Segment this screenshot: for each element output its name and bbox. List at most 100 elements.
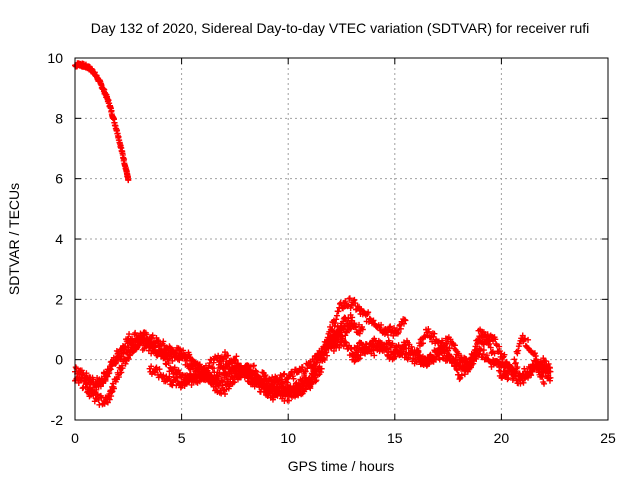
data-point <box>419 353 426 360</box>
data-point <box>365 346 372 353</box>
data-point <box>333 312 340 319</box>
data-point <box>233 353 240 360</box>
data-point <box>346 295 353 302</box>
data-point <box>397 325 404 332</box>
data-point <box>228 370 235 377</box>
data-point <box>320 351 327 358</box>
data-point <box>496 343 503 350</box>
data-point <box>532 352 539 359</box>
data-point <box>480 351 487 358</box>
x-tick-label: 10 <box>280 430 296 446</box>
data-point <box>308 370 315 377</box>
y-tick-label: 10 <box>47 50 63 66</box>
data-point <box>356 355 363 362</box>
data-point <box>470 351 477 358</box>
data-point <box>106 396 113 403</box>
data-point <box>463 356 470 363</box>
data-point <box>222 368 229 375</box>
y-tick-label: 2 <box>55 291 63 307</box>
data-point <box>150 340 157 347</box>
data-point <box>352 357 359 364</box>
data-point <box>252 367 259 374</box>
data-point <box>402 317 409 324</box>
data-point <box>161 354 168 361</box>
data-point <box>537 369 544 376</box>
data-point <box>445 347 452 354</box>
data-point <box>362 350 369 357</box>
data-point <box>133 344 140 351</box>
data-point <box>545 360 552 367</box>
data-point <box>315 353 322 360</box>
data-point <box>247 371 254 378</box>
data-point <box>348 346 355 353</box>
data-point <box>262 375 269 382</box>
data-point <box>408 343 415 350</box>
data-point <box>514 350 521 357</box>
data-point <box>486 338 493 345</box>
data-point <box>97 383 104 390</box>
data-point <box>389 340 396 347</box>
data-point <box>312 378 319 385</box>
data-point <box>169 357 176 364</box>
data-point <box>480 329 487 336</box>
data-point <box>392 353 399 360</box>
data-point <box>205 369 212 376</box>
data-point <box>126 331 133 338</box>
data-point <box>471 347 478 354</box>
x-axis-label: GPS time / hours <box>288 458 395 474</box>
data-point <box>492 336 499 343</box>
data-point <box>215 374 222 381</box>
data-point <box>290 375 297 382</box>
data-point <box>234 360 241 367</box>
data-point <box>186 378 193 385</box>
series-sat-h <box>413 326 548 387</box>
data-point <box>452 362 459 369</box>
data-point <box>514 364 521 371</box>
data-point <box>342 298 349 305</box>
data-point <box>519 332 526 339</box>
data-point <box>361 349 368 356</box>
data-point <box>458 372 465 379</box>
data-point <box>522 335 529 342</box>
data-point <box>225 352 232 359</box>
data-point <box>351 320 358 327</box>
data-point <box>340 335 347 342</box>
data-point <box>520 379 527 386</box>
data-point <box>541 380 548 387</box>
data-point <box>469 356 476 363</box>
data-point <box>228 359 235 366</box>
data-point <box>547 368 554 375</box>
data-point <box>504 376 511 383</box>
data-point <box>483 333 490 340</box>
data-point <box>82 383 89 390</box>
data-point <box>231 379 238 386</box>
data-point <box>83 370 90 377</box>
data-point <box>370 317 377 324</box>
data-point <box>376 341 383 348</box>
data-point <box>310 363 317 370</box>
data-point <box>232 357 239 364</box>
data-point <box>222 391 229 398</box>
data-point <box>274 392 281 399</box>
data-point <box>183 372 190 379</box>
data-point <box>547 374 554 381</box>
data-point <box>491 350 498 357</box>
data-point <box>443 344 450 351</box>
data-point <box>495 361 502 368</box>
chart-title: Day 132 of 2020, Sidereal Day-to-day VTE… <box>91 20 590 36</box>
data-point <box>455 350 462 357</box>
data-point <box>250 362 257 369</box>
data-point <box>509 365 516 372</box>
data-point <box>155 342 162 349</box>
data-point <box>384 332 391 339</box>
data-point <box>237 374 244 381</box>
data-point <box>244 373 251 380</box>
data-point <box>397 321 404 328</box>
data-point <box>398 350 405 357</box>
data-point <box>344 303 351 310</box>
data-point <box>265 377 272 384</box>
data-point <box>151 369 158 376</box>
data-point <box>208 372 215 379</box>
data-point <box>378 321 385 328</box>
data-point <box>234 364 241 371</box>
